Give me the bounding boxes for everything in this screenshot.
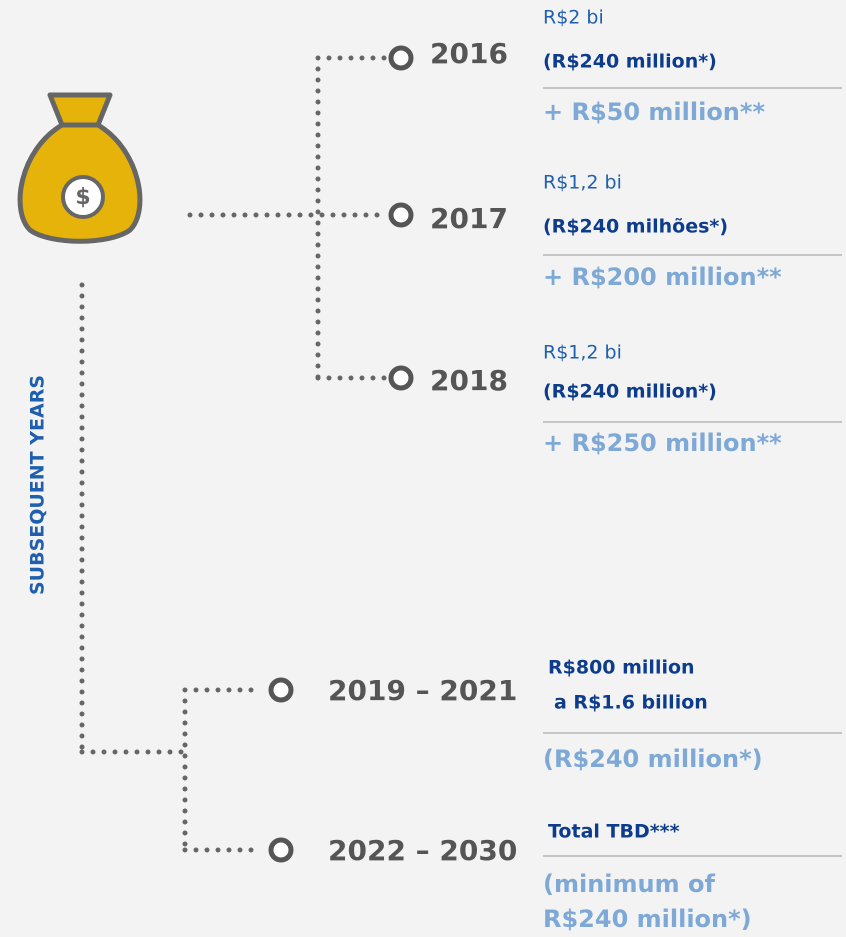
amount: R$1,2 bi <box>543 342 622 364</box>
year: 2018 <box>430 364 508 397</box>
share: (R$240 million*) <box>543 51 717 73</box>
amount: Total TBD*** <box>548 821 680 843</box>
connectors <box>79 45 414 863</box>
node <box>388 365 414 391</box>
node <box>388 202 414 228</box>
share: (R$240 million*) <box>543 745 763 773</box>
share: (R$240 million*) <box>543 381 717 403</box>
amount: a R$1.6 billion <box>554 692 708 714</box>
money-bag-icon: $ <box>17 92 143 244</box>
dotted-line <box>187 55 388 383</box>
share: R$240 million*) <box>543 905 752 933</box>
amount: R$1,2 bi <box>543 172 622 194</box>
year: 2016 <box>430 37 508 70</box>
dotted-line <box>79 282 265 853</box>
extra: + R$50 million** <box>543 98 765 126</box>
extra: + R$250 million** <box>543 429 782 457</box>
node <box>268 677 294 703</box>
node <box>268 837 294 863</box>
extra: + R$200 million** <box>543 263 782 291</box>
node <box>388 45 414 71</box>
year: 2019 – 2021 <box>328 674 517 707</box>
amount: R$800 million <box>548 657 695 679</box>
year: 2017 <box>430 202 508 235</box>
year: 2022 – 2030 <box>328 834 517 867</box>
share: (minimum of <box>543 870 715 898</box>
amount: R$2 bi <box>543 7 604 29</box>
side-label: SUBSEQUENT YEARS <box>27 375 49 595</box>
share: (R$240 milhões*) <box>543 216 728 238</box>
svg-text:$: $ <box>75 185 90 210</box>
